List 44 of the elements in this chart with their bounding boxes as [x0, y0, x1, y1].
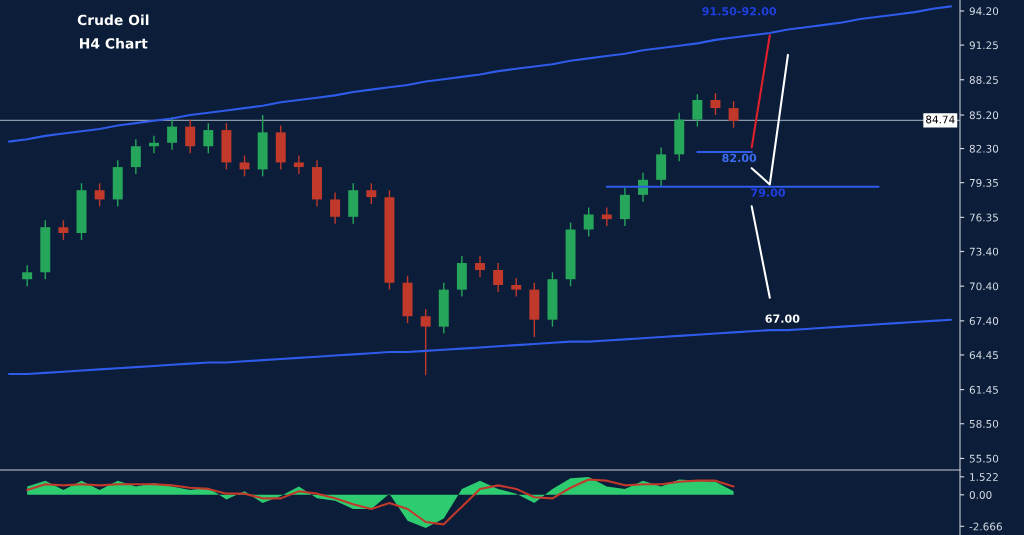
ref-line-label: 84.74 [926, 115, 955, 124]
annotation: 91.50-92.00 [702, 7, 777, 16]
y-tick-label: 67.40 [969, 317, 999, 325]
y-tick-label: 70.40 [969, 282, 999, 291]
candlestick [692, 93, 703, 128]
candlestick [58, 219, 69, 241]
annotation: 67.00 [765, 314, 800, 323]
candlestick [475, 255, 485, 278]
y-tick-label: 55.50 [969, 454, 999, 463]
candlestick [601, 206, 612, 227]
y-tick-label: 85.20 [969, 111, 999, 120]
candlestick [366, 182, 377, 205]
y-tick-label: 79.35 [969, 178, 998, 187]
y-tick-label: 91.25 [969, 41, 998, 50]
candlestick [94, 182, 105, 208]
candlestick [330, 191, 341, 225]
y-tick-label: 88.25 [969, 76, 998, 84]
y-tick-label: 1.522 [970, 473, 998, 481]
y-tick-label: 94.20 [969, 7, 999, 16]
candlestick [728, 100, 739, 129]
text: Crude Oil [77, 14, 149, 26]
candlestick [710, 92, 721, 116]
y-tick-label: 61.45 [969, 385, 998, 394]
y-tick-label: 0.00 [969, 491, 992, 499]
candlestick [420, 308, 431, 376]
y-tick-label: 82.30 [969, 144, 999, 153]
candlestick [511, 277, 522, 298]
y-tick-label: -2.666 [969, 522, 1002, 531]
candlestick [167, 116, 178, 151]
candlestick [130, 138, 141, 175]
y-tick-label: 58.50 [969, 419, 999, 428]
y-tick-label: 64.45 [969, 351, 998, 360]
candlestick [583, 206, 594, 238]
y-tick-label: 76.35 [969, 213, 998, 222]
candlestick [293, 154, 304, 175]
annotation: 79.00 [751, 188, 786, 197]
annotation: 82.00 [722, 153, 757, 163]
candlestick [203, 122, 214, 154]
candlestick [185, 118, 196, 154]
candlestick [22, 264, 33, 287]
candlestick [239, 154, 250, 178]
text: H4 Chart [80, 37, 148, 49]
y-tick-label: 73.40 [969, 247, 999, 256]
candlestick [493, 262, 504, 293]
